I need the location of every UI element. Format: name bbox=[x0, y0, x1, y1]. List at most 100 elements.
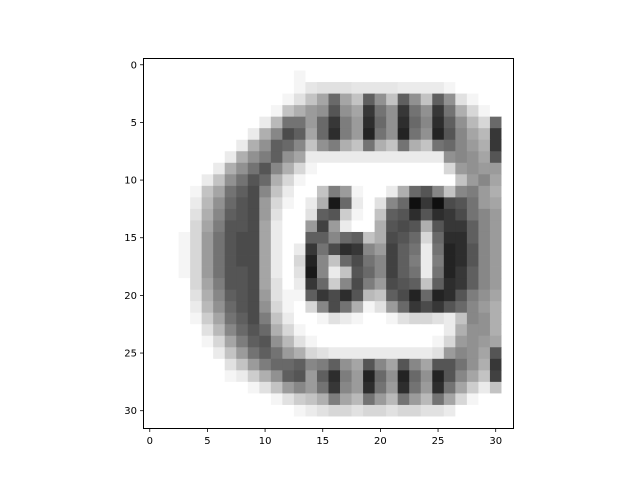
heatmap-cell bbox=[270, 128, 283, 141]
heatmap-cell bbox=[282, 59, 295, 71]
heatmap-cell bbox=[201, 116, 214, 129]
heatmap-cell bbox=[351, 289, 364, 302]
heatmap-cell bbox=[466, 393, 479, 406]
heatmap-cell bbox=[501, 266, 514, 279]
heatmap-cell bbox=[397, 93, 410, 106]
heatmap-cell bbox=[236, 59, 249, 71]
heatmap-cell bbox=[351, 243, 364, 256]
heatmap-cell bbox=[363, 162, 376, 175]
heatmap-cell bbox=[213, 278, 226, 291]
heatmap-cell bbox=[213, 335, 226, 348]
heatmap-cell bbox=[213, 220, 226, 233]
heatmap-cell bbox=[190, 139, 203, 152]
heatmap-cell bbox=[351, 220, 364, 233]
heatmap-cell bbox=[213, 404, 226, 417]
heatmap-cell bbox=[455, 208, 468, 221]
heatmap-cell bbox=[236, 220, 249, 233]
heatmap-cell bbox=[409, 93, 422, 106]
heatmap-cell bbox=[224, 82, 237, 94]
heatmap-cell bbox=[328, 289, 341, 302]
heatmap-cell bbox=[270, 208, 283, 221]
heatmap-cell bbox=[259, 347, 272, 360]
heatmap-cell bbox=[351, 347, 364, 360]
heatmap-cell bbox=[247, 151, 260, 164]
heatmap-cell bbox=[190, 416, 203, 429]
heatmap-cell bbox=[190, 335, 203, 348]
heatmap-cell bbox=[478, 208, 491, 221]
heatmap-cell bbox=[466, 335, 479, 348]
heatmap-cell bbox=[282, 404, 295, 417]
heatmap-cell bbox=[270, 255, 283, 267]
heatmap-cell bbox=[455, 128, 468, 141]
heatmap-cell bbox=[351, 82, 364, 94]
heatmap-cell bbox=[201, 347, 214, 360]
heatmap-cell bbox=[432, 416, 445, 429]
heatmap-cell bbox=[340, 231, 352, 244]
heatmap-cell bbox=[478, 301, 491, 314]
heatmap-cell bbox=[351, 266, 364, 279]
heatmap-cell bbox=[363, 381, 376, 394]
heatmap-cell bbox=[374, 139, 387, 152]
heatmap-cell bbox=[432, 162, 445, 175]
heatmap-cell bbox=[282, 243, 295, 256]
heatmap-cell bbox=[190, 278, 203, 291]
heatmap-cell bbox=[478, 381, 491, 394]
heatmap-cell bbox=[305, 243, 318, 256]
heatmap-cell bbox=[155, 381, 168, 394]
heatmap-cell bbox=[374, 197, 387, 210]
heatmap-cell bbox=[236, 324, 249, 337]
heatmap-cell bbox=[270, 197, 283, 210]
heatmap-cell bbox=[328, 416, 341, 429]
heatmap-cell bbox=[397, 347, 410, 360]
heatmap-cell bbox=[236, 266, 249, 279]
heatmap-cell bbox=[144, 231, 156, 244]
heatmap-cell bbox=[190, 301, 203, 314]
heatmap-cell bbox=[247, 255, 260, 267]
heatmap-cell bbox=[167, 116, 179, 129]
heatmap-cell bbox=[190, 358, 203, 371]
heatmap-cell bbox=[305, 59, 318, 71]
heatmap-cell bbox=[363, 128, 376, 141]
heatmap-cell bbox=[247, 70, 260, 83]
heatmap-cell bbox=[293, 347, 306, 360]
heatmap-cell bbox=[501, 105, 514, 118]
heatmap-cell bbox=[351, 197, 364, 210]
heatmap-cell bbox=[489, 185, 502, 198]
heatmap-cell bbox=[489, 105, 502, 118]
heatmap-cell bbox=[478, 358, 491, 371]
heatmap-cell bbox=[247, 105, 260, 118]
heatmap-cell bbox=[489, 231, 502, 244]
heatmap-cell bbox=[259, 255, 272, 267]
heatmap-cell bbox=[293, 255, 306, 267]
heatmap-cell bbox=[247, 404, 260, 417]
heatmap-cell bbox=[178, 243, 191, 256]
heatmap-cell bbox=[247, 220, 260, 233]
heatmap-cell bbox=[374, 174, 387, 187]
heatmap-cell bbox=[236, 370, 249, 383]
heatmap-cell bbox=[270, 162, 283, 175]
heatmap-cell bbox=[455, 220, 468, 233]
heatmap-cell bbox=[432, 197, 445, 210]
heatmap-cell bbox=[190, 151, 203, 164]
heatmap-cell bbox=[386, 59, 399, 71]
heatmap-cell bbox=[247, 358, 260, 371]
heatmap-cell bbox=[167, 416, 179, 429]
heatmap-cell bbox=[432, 289, 445, 302]
heatmap-cell bbox=[305, 370, 318, 383]
heatmap-cell bbox=[397, 185, 410, 198]
heatmap-cell bbox=[501, 162, 514, 175]
heatmap-cell bbox=[167, 162, 179, 175]
heatmap-cell bbox=[397, 162, 410, 175]
heatmap-cell bbox=[328, 335, 341, 348]
heatmap-cell bbox=[489, 278, 502, 291]
heatmap-cell bbox=[340, 312, 352, 325]
heatmap-cell bbox=[409, 151, 422, 164]
heatmap-cell bbox=[501, 208, 514, 221]
heatmap-cell bbox=[501, 278, 514, 291]
x-tick-label: 0 bbox=[147, 436, 153, 447]
heatmap-cell bbox=[478, 139, 491, 152]
heatmap-cell bbox=[374, 82, 387, 94]
heatmap-cell bbox=[420, 197, 433, 210]
heatmap-cell bbox=[178, 358, 191, 371]
heatmap-cell bbox=[501, 128, 514, 141]
